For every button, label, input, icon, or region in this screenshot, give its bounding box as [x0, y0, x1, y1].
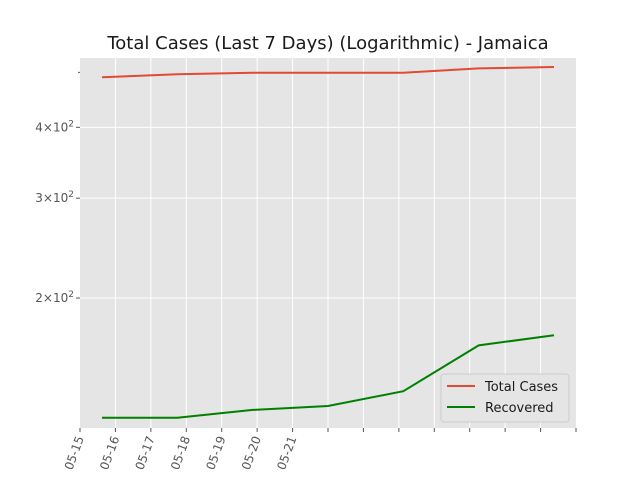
y-tick-label: 2×102	[35, 290, 74, 305]
series-lines	[101, 66, 555, 419]
grid-lines	[80, 58, 576, 428]
y-axis: 2×102 3×102 4×102	[35, 71, 80, 305]
legend: Total Cases Recovered	[440, 373, 570, 423]
x-tick-label: 05-15	[62, 434, 87, 472]
series-line-total-cases	[101, 66, 555, 79]
series-line-recovered	[102, 334, 555, 419]
y-tick-label: 3×102	[35, 190, 74, 205]
x-tick-label: 05-18	[168, 434, 193, 472]
x-tick-label: 05-16	[97, 434, 122, 472]
x-tick-label: 05-20	[239, 434, 264, 472]
x-tick-label: 05-19	[203, 434, 228, 472]
x-tick-label: 05-21	[274, 434, 299, 472]
legend-label-recovered: Recovered	[485, 401, 554, 416]
legend-label-total-cases: Total Cases	[484, 380, 558, 395]
chart-title: Total Cases (Last 7 Days) (Logarithmic) …	[106, 33, 548, 54]
x-tick-label: 05-17	[133, 434, 158, 472]
y-tick-label: 4×102	[35, 119, 74, 134]
x-axis: 05-15 05-16 05-17 05-18 05-19 05-20 05-21	[62, 428, 577, 472]
